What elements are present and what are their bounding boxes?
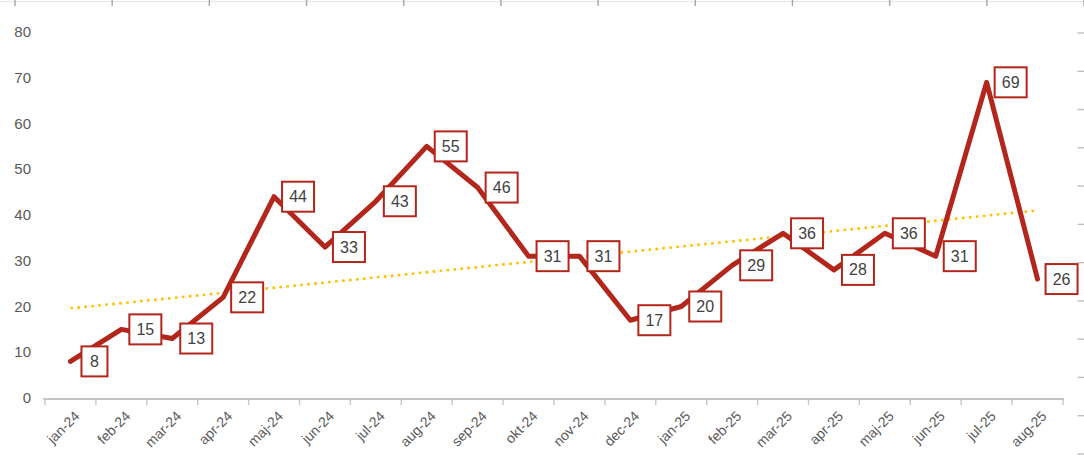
data-label-value: 28 [849, 261, 867, 278]
data-label-value: 15 [136, 321, 154, 338]
x-axis-tick-label: apr-24 [195, 408, 235, 448]
x-axis-tick-label: aug-24 [397, 408, 439, 450]
x-axis-tick-label: jul-25 [963, 408, 999, 444]
x-axis-tick-label: mar-24 [142, 408, 185, 451]
x-axis-tick-label: okt-24 [502, 408, 541, 447]
x-axis-tick-label: apr-25 [806, 408, 846, 448]
data-label-value: 8 [90, 353, 99, 370]
y-axis-tick-label: 80 [14, 23, 31, 40]
data-label-value: 31 [595, 248, 613, 265]
data-label-value: 36 [798, 225, 816, 242]
chart-canvas: 01020304050607080jan-24feb-24mar-24apr-2… [0, 0, 1084, 468]
x-axis-tick-label: maj-24 [245, 408, 287, 450]
line-chart[interactable]: 01020304050607080jan-24feb-24mar-24apr-2… [0, 0, 1084, 468]
y-axis-tick-label: 10 [14, 343, 31, 360]
data-label-value: 43 [391, 193, 409, 210]
x-axis-tick-label: jun-24 [298, 408, 338, 448]
data-label-value: 31 [544, 248, 562, 265]
x-axis-tick-label: feb-24 [94, 408, 134, 448]
data-label-value: 26 [1053, 271, 1071, 288]
data-label-value: 44 [289, 188, 307, 205]
data-label-value: 29 [747, 257, 765, 274]
data-label-value: 13 [187, 330, 205, 347]
y-axis-tick-label: 30 [14, 252, 31, 269]
x-axis-tick-label: feb-25 [705, 408, 745, 448]
data-label-value: 20 [696, 298, 714, 315]
y-axis-tick-label: 40 [14, 206, 31, 223]
x-axis-tick-label: jul-24 [352, 408, 388, 444]
y-axis-tick-label: 70 [14, 69, 31, 86]
data-label-value: 33 [340, 239, 358, 256]
x-axis-tick-label: jan-24 [43, 408, 83, 448]
data-label-value: 46 [493, 179, 511, 196]
x-axis-tick-label: maj-25 [855, 408, 897, 450]
x-axis-tick-label: dec-24 [601, 408, 643, 450]
y-axis-tick-label: 20 [14, 298, 31, 315]
data-label-value: 55 [442, 138, 460, 155]
x-axis-tick-label: jun-25 [908, 408, 948, 448]
data-label-value: 22 [238, 289, 256, 306]
x-axis-tick-label: mar-25 [752, 408, 795, 451]
x-axis-tick-label: aug-25 [1008, 408, 1050, 450]
x-axis-tick-label: sep-24 [448, 408, 490, 450]
x-axis-tick-label: jan-25 [654, 408, 694, 448]
y-axis-tick-label: 60 [14, 115, 31, 132]
data-label-value: 69 [1002, 74, 1020, 91]
x-axis-tick-label: nov-24 [550, 408, 592, 450]
y-axis-tick-label: 50 [14, 160, 31, 177]
y-axis-tick-label: 0 [23, 389, 31, 406]
data-label-value: 17 [645, 312, 663, 329]
data-label-value: 31 [951, 248, 969, 265]
data-label-value: 36 [900, 225, 918, 242]
